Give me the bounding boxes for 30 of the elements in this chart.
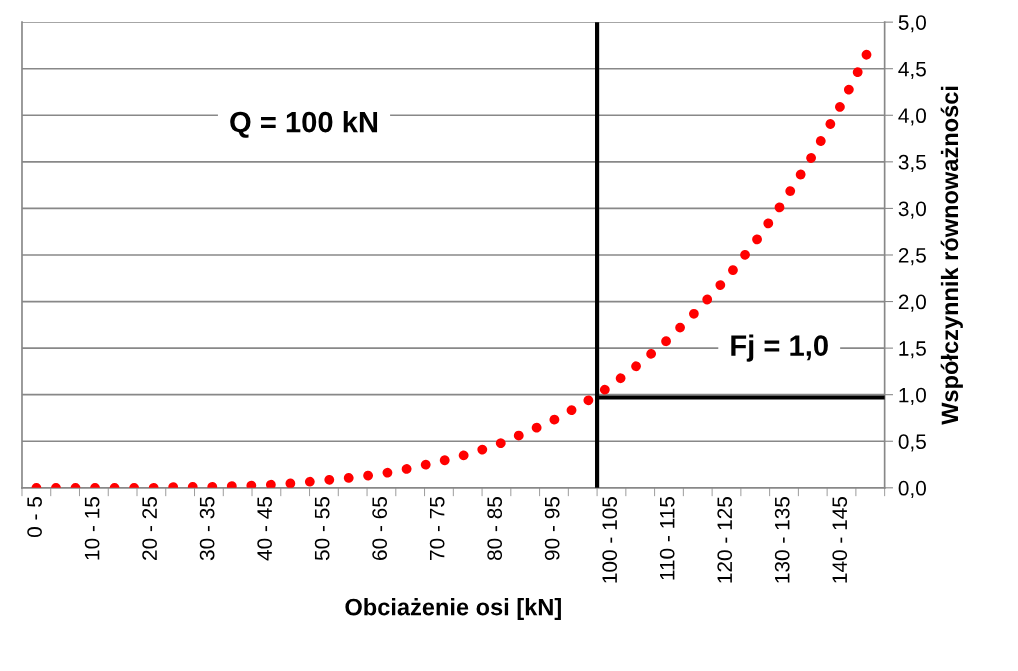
y-tick-label: 4,5 [898, 61, 926, 79]
x-tick-label: 20 - 25 [142, 497, 157, 560]
x-tick-label: 80 - 85 [487, 497, 503, 561]
annotation: Fj = 1,0 [731, 334, 828, 362]
x-tick-label: 140 - 145 [832, 497, 848, 583]
y-tick-label: 1,0 [899, 387, 926, 405]
y-tick-label: 4,0 [898, 108, 926, 126]
x-axis-title: Obciażenie osi [kN] [345, 598, 561, 621]
x-tick-label: 100 - 105 [602, 497, 618, 583]
x-tick-label: 50 - 55 [314, 497, 330, 561]
x-tick-label: 120 - 125 [717, 497, 733, 583]
x-tick-label: 70 - 75 [429, 497, 445, 560]
x-tick-label: 10 - 15 [84, 497, 100, 560]
y-tick-label: 3,0 [898, 201, 926, 219]
x-tick-label: 60 - 65 [372, 497, 388, 560]
y-tick-label: 3,5 [898, 154, 926, 173]
y-tick-label: 2,5 [898, 247, 926, 266]
x-tick-label: 130 - 135 [774, 497, 790, 583]
x-tick-label: 30 - 35 [199, 497, 215, 561]
y-tick-label: 5,0 [898, 15, 926, 33]
y-tick-label: 2,0 [898, 294, 926, 312]
x-tick-label: 0 - 5 [27, 497, 42, 538]
y-tick-label: 1,5 [899, 341, 926, 359]
x-tick-label: 90 - 95 [544, 497, 560, 561]
x-tick-label: 40 - 45 [257, 497, 272, 561]
annotation: Q = 100 kN [230, 111, 378, 138]
x-tick-label: 110 - 115 [659, 497, 675, 580]
y-axis-title: Współczynnik równoważności [940, 86, 963, 425]
y-tick-label: 0,5 [898, 434, 926, 452]
y-tick-label: 0,0 [898, 480, 926, 499]
